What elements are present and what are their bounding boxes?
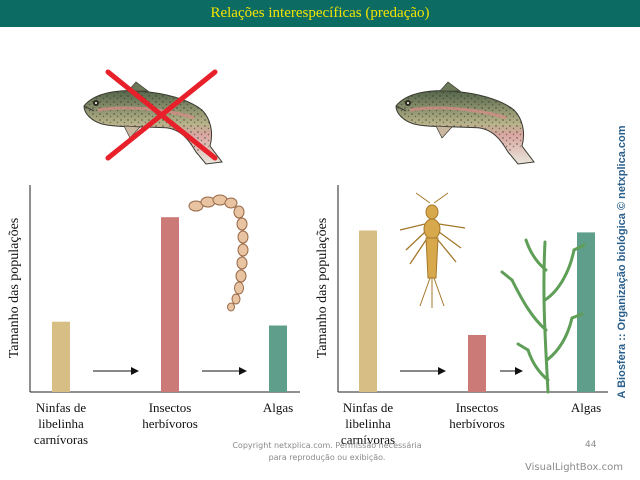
category-label-line: carnívoras (340, 432, 396, 447)
slide-title: Relações interespecíficas (predação) (210, 5, 430, 21)
category-label-line: Algas (262, 400, 294, 415)
illustration-canvas (29, 69, 608, 394)
right-y-axis-label: Tamanho das populações (315, 217, 330, 359)
category-label-line: herbívoros (142, 416, 198, 431)
category-label-right-herbivorous-insects: Insectos herbívoros (432, 400, 522, 432)
page-number: 44 (585, 440, 597, 450)
bar-right-algae (577, 232, 595, 392)
trout-right-image (394, 80, 536, 166)
category-label-line: Ninfas de (35, 400, 87, 415)
category-label-left-nymphs: Ninfas de libelinha carnívoras (16, 400, 106, 448)
category-label-left-algae: Algas (233, 400, 323, 416)
larva-image (188, 194, 249, 312)
removed-cross-icon (105, 69, 218, 161)
watermark: VisualLightBox.com (525, 462, 623, 473)
category-label-line: Insectos (148, 400, 192, 415)
bar-right-herbivorous-insects (468, 335, 486, 392)
copyright-notice: Copyright netxplica.com. Permissão neces… (232, 441, 422, 462)
category-label-line: Algas (570, 400, 602, 415)
bar-right-nymphs (359, 230, 377, 392)
category-label-line: Insectos (455, 400, 499, 415)
title-bar: Relações interespecíficas (predação) (0, 0, 640, 27)
left-y-axis-label: Tamanho das populações (7, 217, 22, 359)
side-credit: A Biosfera :: Organização biológica © ne… (616, 125, 628, 399)
category-label-right-algae: Algas (541, 400, 631, 416)
category-label-line: herbívoros (449, 416, 505, 431)
bar-left-herbivorous-insects (161, 217, 179, 392)
category-label-line: libelinha (345, 416, 391, 431)
category-label-line: Ninfas de (342, 400, 394, 415)
nymph-insect-image (399, 192, 466, 308)
bar-left-algae (269, 325, 287, 392)
category-label-left-herbivorous-insects: Insectos herbívoros (125, 400, 215, 432)
category-label-right-nymphs: Ninfas de libelinha carnívoras (323, 400, 413, 448)
bar-left-nymphs (52, 321, 70, 392)
category-label-line: carnívoras (33, 432, 89, 447)
algae-plant-image (500, 238, 586, 394)
category-label-line: libelinha (38, 416, 84, 431)
